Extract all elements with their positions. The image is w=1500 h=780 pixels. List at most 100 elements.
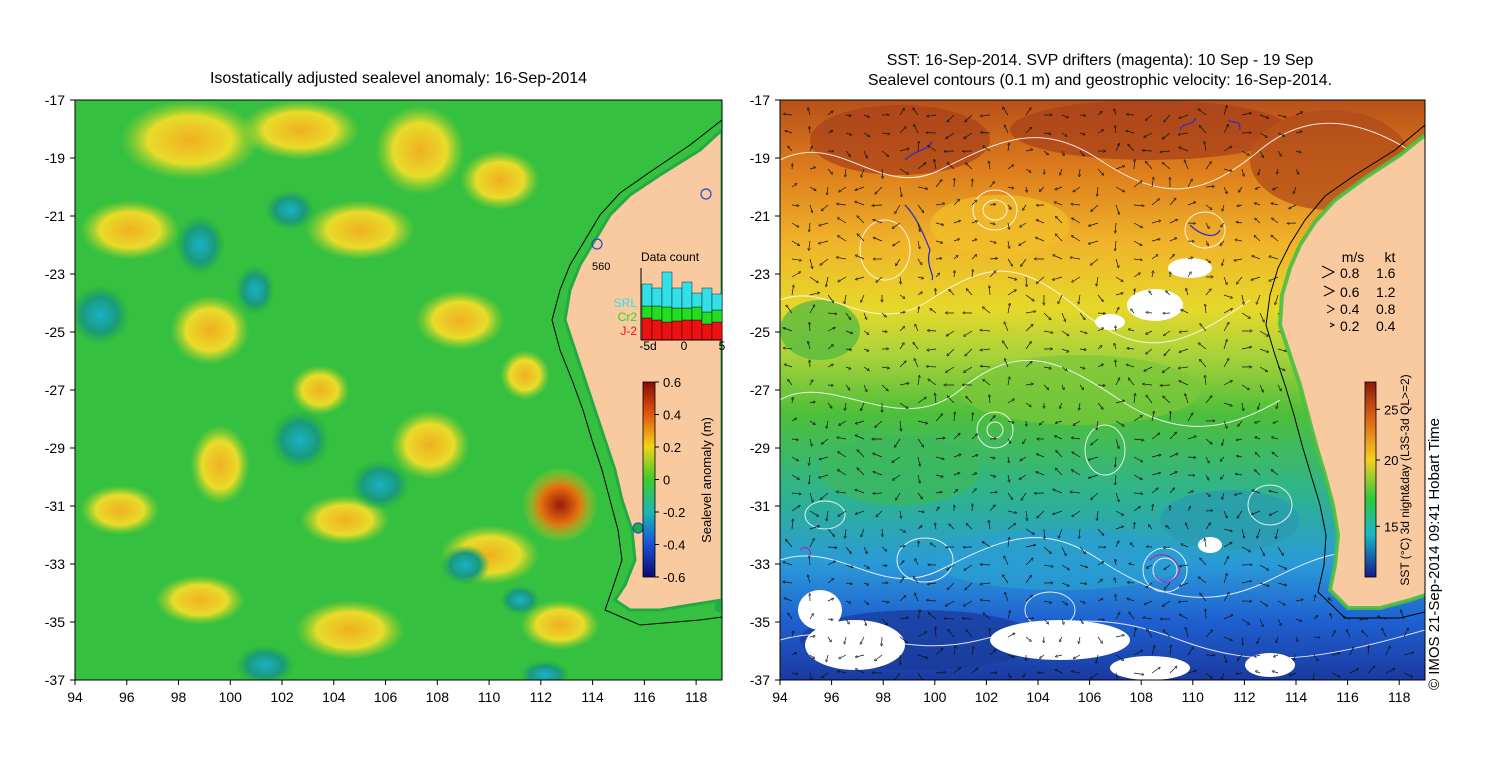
velocity-vector	[809, 222, 810, 231]
velocity-vector	[1147, 582, 1153, 587]
colorbar-tick-label: -0.4	[663, 538, 685, 553]
velocity-vector	[1241, 402, 1243, 410]
velocity-vector	[1235, 258, 1243, 260]
velocity-vector	[1152, 272, 1153, 278]
velocity-vector	[1134, 290, 1135, 296]
velocity-vector	[809, 474, 810, 483]
velocity-vector	[953, 490, 957, 494]
velocity-vector	[856, 436, 865, 440]
velocity-vector	[809, 128, 810, 134]
velocity-vector	[1144, 618, 1153, 620]
velocity-vector	[981, 583, 991, 584]
x-tick-label: 106	[1078, 689, 1102, 705]
velocity-vector	[989, 162, 990, 170]
velocity-vector	[856, 420, 865, 423]
velocity-vector	[971, 489, 976, 494]
velocity-vector	[989, 258, 996, 259]
velocity-vector	[861, 528, 865, 536]
velocity-vector	[984, 380, 991, 386]
velocity-vector	[1115, 186, 1124, 191]
velocity-vector	[1143, 150, 1153, 151]
velocity-vector	[1097, 619, 1104, 620]
velocity-vector	[1242, 636, 1243, 644]
velocity-vector	[1259, 600, 1267, 605]
velocity-vector	[1072, 236, 1081, 242]
velocity-vector	[1026, 510, 1027, 519]
velocity-vector	[808, 109, 811, 116]
velocity-vector	[1097, 346, 1101, 350]
right-panel-title-line1: SST: 16-Sep-2014. SVP drifters (magenta)…	[886, 52, 1314, 69]
velocity-vector	[1037, 472, 1045, 476]
velocity-vector	[875, 420, 883, 427]
velocity-vector	[1164, 547, 1171, 548]
velocity-vector	[837, 492, 847, 493]
velocity-vector	[1349, 648, 1353, 656]
velocity-vector	[1007, 420, 1013, 423]
velocity-vector	[1259, 582, 1268, 586]
velocity-vector	[1021, 258, 1027, 266]
velocity-vector	[1403, 653, 1413, 656]
velocity-vector	[1079, 294, 1081, 303]
data-count-xtick: 5	[719, 339, 726, 353]
velocity-vector	[1036, 238, 1045, 242]
velocity-vector	[861, 402, 865, 410]
velocity-vector	[1097, 276, 1099, 285]
x-tick-label: 98	[875, 689, 891, 705]
velocity-vector	[1089, 474, 1099, 478]
velocity-vector	[788, 380, 793, 386]
velocity-vector	[1385, 669, 1394, 674]
velocity-vector	[1061, 582, 1068, 586]
velocity-vector	[788, 614, 793, 620]
sla-anomaly-field	[75, 100, 600, 680]
velocity-vector	[809, 636, 814, 637]
velocity-vector	[1026, 186, 1027, 191]
velocity-vector	[791, 286, 793, 296]
velocity-vector	[787, 306, 793, 314]
velocity-vector	[1199, 109, 1207, 116]
velocity-vector	[1223, 168, 1231, 171]
velocity-vector	[989, 223, 994, 224]
velocity-vector	[1223, 106, 1227, 116]
data-count-bar-segment	[711, 321, 723, 341]
velocity-vector	[1097, 580, 1102, 584]
velocity-vector	[809, 557, 810, 566]
velocity-vector	[792, 632, 793, 638]
velocity-vector	[808, 576, 811, 584]
velocity-vector	[1008, 240, 1009, 247]
velocity-vector	[1259, 132, 1266, 137]
velocity-vector	[838, 671, 847, 674]
velocity-vector	[863, 312, 866, 319]
velocity-vector	[971, 669, 977, 674]
velocity-vector	[1079, 546, 1085, 553]
velocity-vector	[809, 293, 819, 296]
velocity-vector	[1256, 437, 1261, 440]
velocity-vector	[1144, 384, 1153, 385]
velocity-vector	[967, 630, 973, 638]
velocity-vector	[1114, 344, 1117, 350]
velocity-vector	[1169, 667, 1176, 674]
velocity-vector	[1054, 255, 1063, 260]
velocity-vector	[1079, 528, 1080, 537]
colorbar-tick-label: -0.2	[663, 505, 685, 520]
velocity-vector	[881, 150, 888, 156]
velocity-vector	[928, 583, 937, 584]
velocity-vector	[972, 414, 973, 422]
velocity-vector	[1073, 510, 1081, 516]
velocity-vector	[966, 164, 973, 170]
velocity-vector	[1097, 168, 1103, 174]
colorbar-tick-label: 0.6	[663, 375, 681, 390]
velocity-vector	[1025, 596, 1032, 602]
velocity-vector	[1222, 258, 1225, 265]
velocity-vector	[881, 618, 887, 624]
velocity-vector	[935, 274, 939, 278]
velocity-vector	[1151, 668, 1159, 674]
velocity-vector	[1151, 455, 1160, 458]
velocity-vector	[1221, 240, 1225, 245]
velocity-vector	[1115, 438, 1119, 448]
velocity-vector	[1056, 235, 1063, 242]
y-tick-label: -17	[750, 92, 770, 108]
velocity-vector	[917, 456, 920, 465]
velocity-vector	[845, 528, 846, 537]
velocity-vector	[1072, 470, 1081, 476]
y-tick-label: -37	[750, 672, 770, 688]
